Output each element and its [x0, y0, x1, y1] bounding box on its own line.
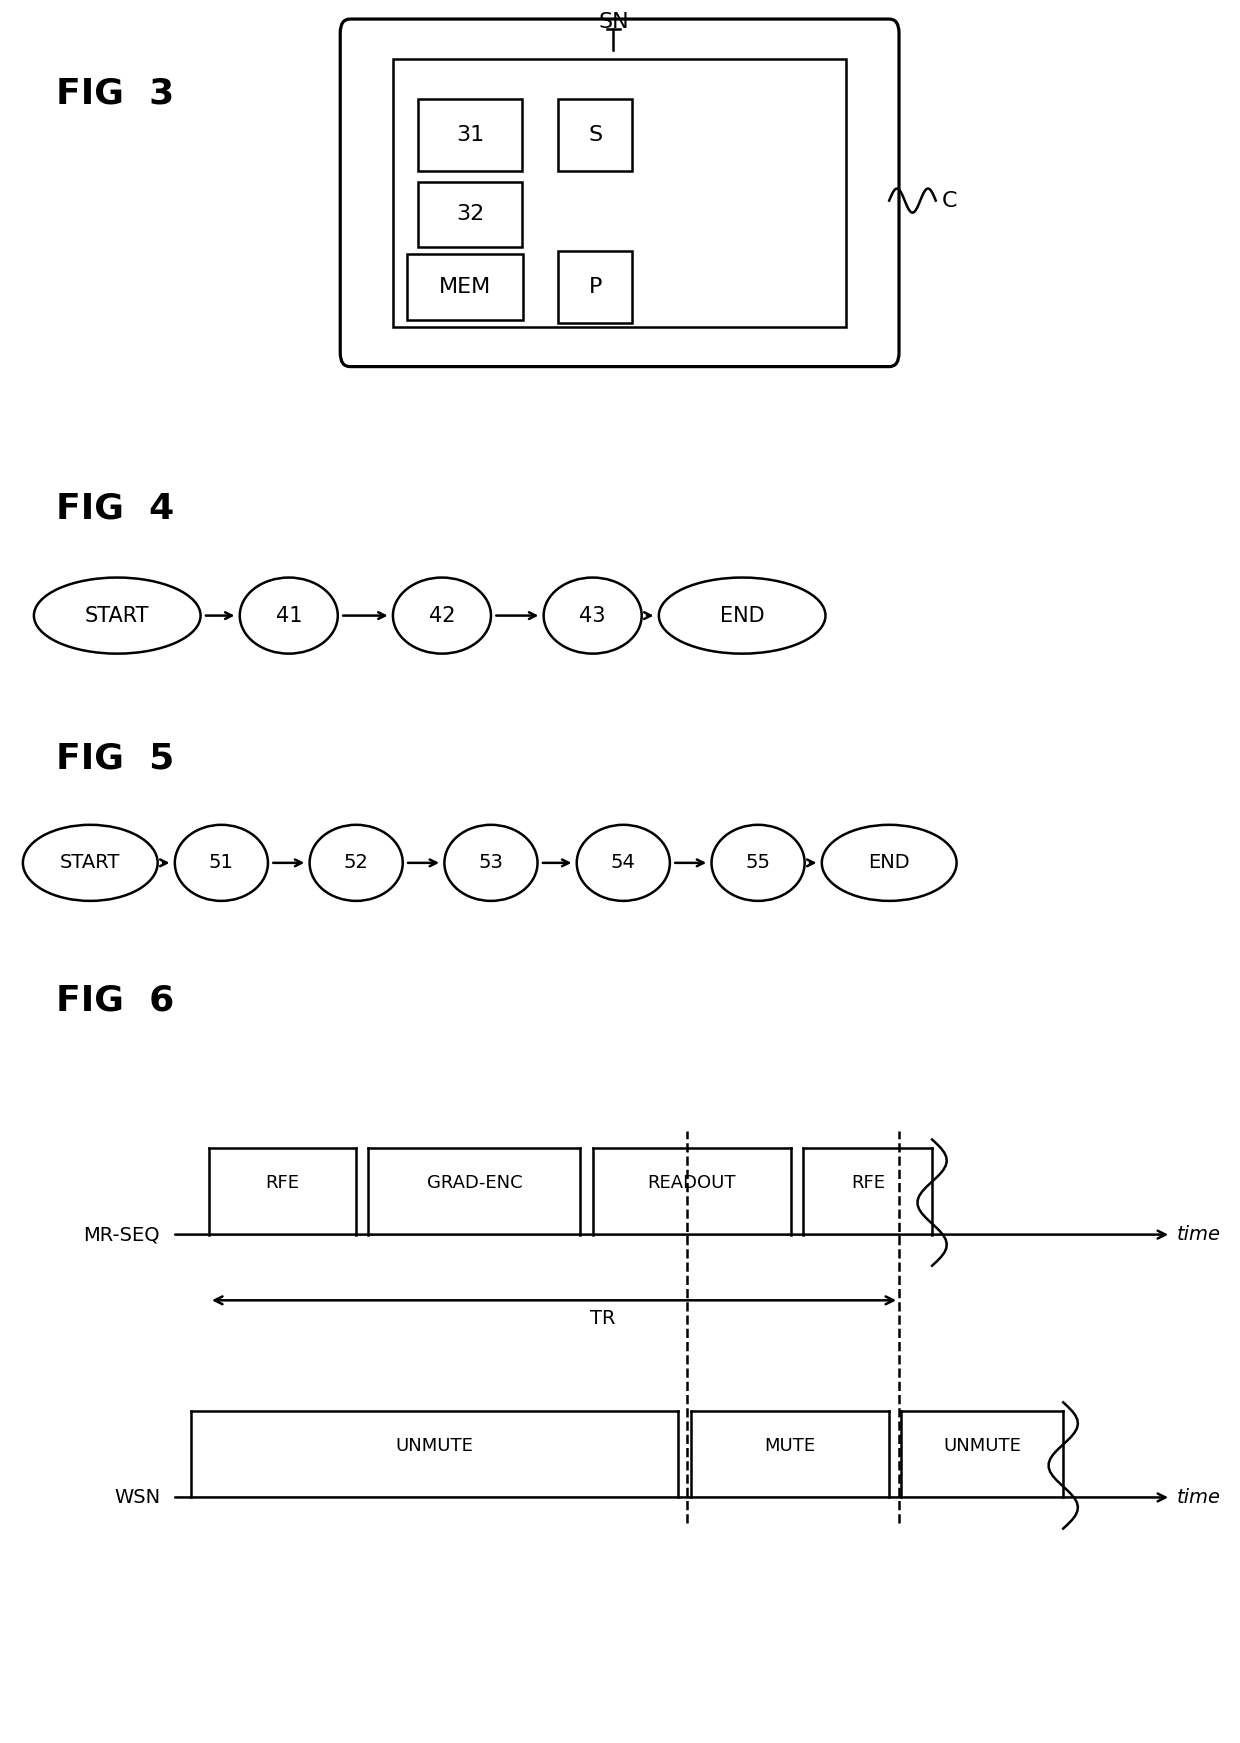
Ellipse shape	[577, 824, 670, 901]
Ellipse shape	[822, 824, 956, 901]
Bar	[558, 251, 632, 324]
Text: 54: 54	[611, 854, 636, 872]
Text: S: S	[588, 125, 603, 145]
Text: 51: 51	[210, 854, 234, 872]
Text: 32: 32	[456, 204, 485, 225]
Bar	[393, 59, 847, 328]
Text: C: C	[942, 190, 957, 211]
Text: END: END	[868, 854, 910, 872]
Ellipse shape	[33, 577, 201, 654]
Text: 43: 43	[579, 605, 606, 626]
Text: MUTE: MUTE	[764, 1436, 816, 1455]
Ellipse shape	[444, 824, 537, 901]
Text: UNMUTE: UNMUTE	[944, 1436, 1022, 1455]
Text: MR-SEQ: MR-SEQ	[83, 1225, 160, 1245]
Text: READOUT: READOUT	[647, 1173, 737, 1192]
Bar	[558, 99, 632, 171]
Text: 55: 55	[745, 854, 770, 872]
Text: time: time	[1177, 1225, 1221, 1245]
Ellipse shape	[310, 824, 403, 901]
Text: MEM: MEM	[439, 277, 491, 296]
Text: 52: 52	[343, 854, 368, 872]
Ellipse shape	[712, 824, 805, 901]
Text: TR: TR	[590, 1309, 616, 1328]
Ellipse shape	[658, 577, 826, 654]
Text: FIG  4: FIG 4	[56, 492, 174, 525]
Text: 41: 41	[275, 605, 303, 626]
Ellipse shape	[22, 824, 157, 901]
Ellipse shape	[239, 577, 337, 654]
Text: WSN: WSN	[114, 1489, 160, 1508]
Text: P: P	[589, 277, 601, 296]
Text: 31: 31	[456, 125, 485, 145]
Text: FIG  6: FIG 6	[56, 983, 174, 1018]
Text: START: START	[60, 854, 120, 872]
Text: GRAD-ENC: GRAD-ENC	[427, 1173, 522, 1192]
Text: FIG  3: FIG 3	[56, 77, 174, 110]
Ellipse shape	[543, 577, 641, 654]
Text: 42: 42	[429, 605, 455, 626]
Text: RFE: RFE	[851, 1173, 885, 1192]
Text: time: time	[1177, 1489, 1221, 1508]
Ellipse shape	[393, 577, 491, 654]
Bar	[418, 181, 522, 248]
Text: SN: SN	[598, 12, 629, 31]
Ellipse shape	[175, 824, 268, 901]
Text: UNMUTE: UNMUTE	[396, 1436, 474, 1455]
Text: END: END	[720, 605, 765, 626]
Bar	[418, 99, 522, 171]
FancyBboxPatch shape	[340, 19, 899, 366]
Text: FIG  5: FIG 5	[56, 743, 174, 776]
Text: RFE: RFE	[265, 1173, 300, 1192]
Text: START: START	[86, 605, 150, 626]
Text: 53: 53	[479, 854, 503, 872]
Bar	[407, 254, 523, 321]
